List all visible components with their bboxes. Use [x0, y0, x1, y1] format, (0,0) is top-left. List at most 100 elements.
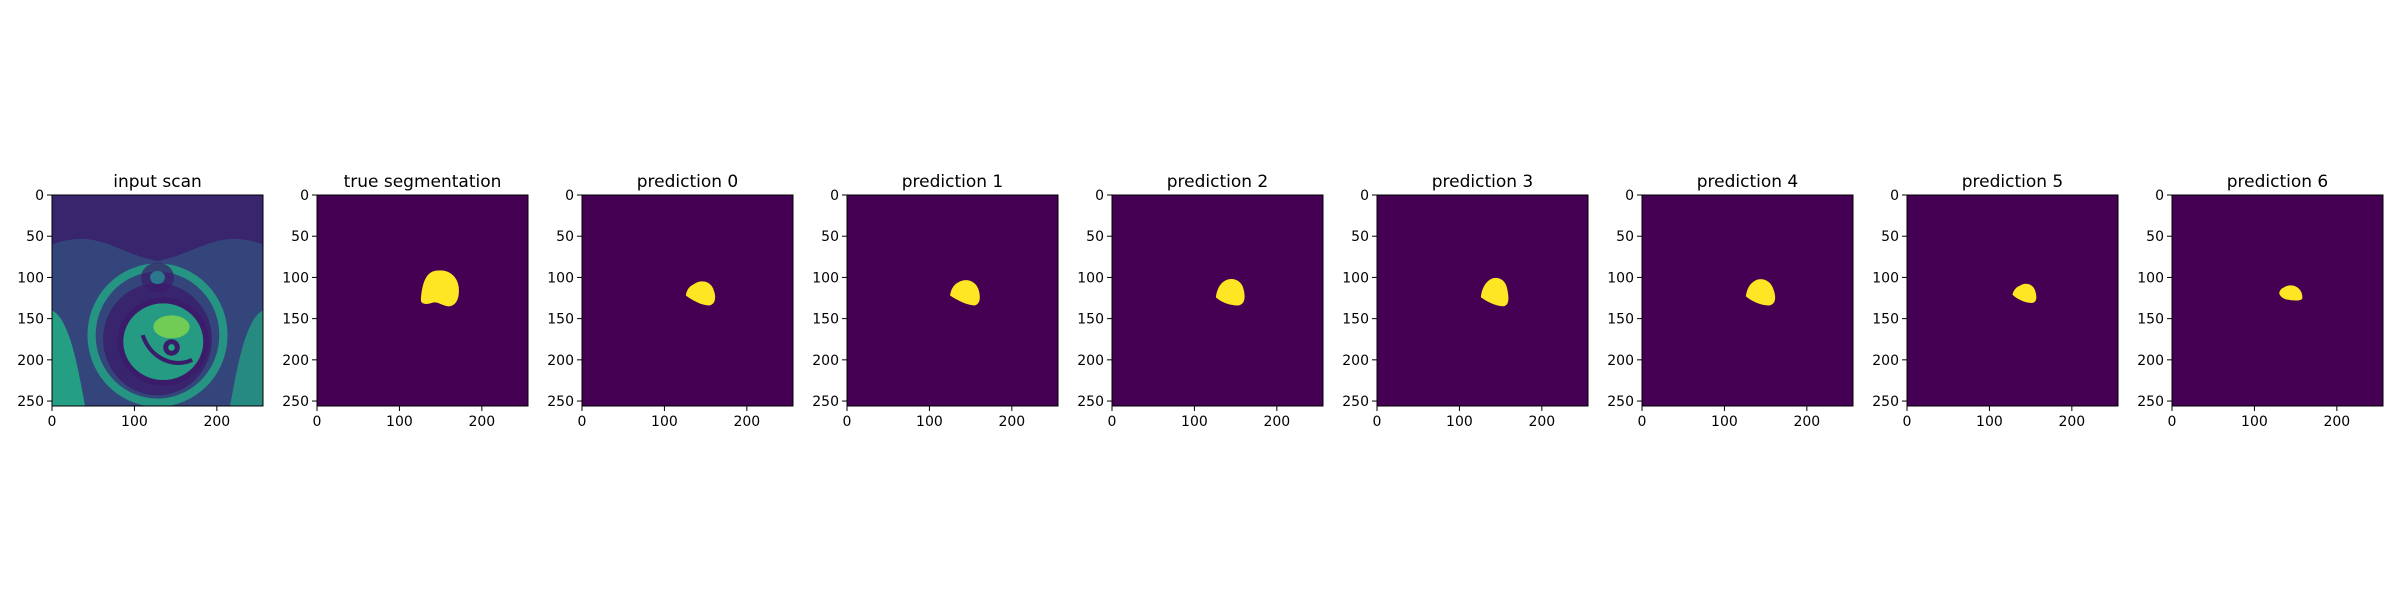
panel-title: prediction 0 — [637, 172, 739, 192]
y-tick-label: 250 — [1872, 394, 1899, 410]
y-tick-label: 50 — [26, 229, 44, 245]
y-tick-label: 50 — [556, 229, 574, 245]
x-tick-label: 0 — [1373, 414, 1382, 430]
panel-title: prediction 6 — [2227, 172, 2329, 192]
y-tick-label: 200 — [1872, 353, 1899, 369]
x-tick-label: 100 — [1711, 414, 1738, 430]
segmentation-mask — [1215, 279, 1245, 306]
mask-image — [582, 195, 793, 406]
panel-title: prediction 5 — [1962, 172, 2064, 192]
y-tick-label: 150 — [547, 312, 574, 328]
y-tick-label: 0 — [1890, 188, 1899, 204]
y-tick-label: 150 — [282, 312, 309, 328]
y-tick-label: 150 — [1872, 312, 1899, 328]
axes-frame — [51, 194, 264, 407]
panel-p2: prediction 2 0 100 200 0 50 100 150 200 250 — [1077, 172, 1324, 430]
y-tick-label: 200 — [17, 353, 44, 369]
y-tick-label: 200 — [812, 353, 839, 369]
panel-truth: true segmentation 0 100 200 0 50 100 150 200 250 — [282, 172, 529, 430]
mask-image — [1377, 195, 1588, 406]
x-tick-label: 0 — [48, 414, 57, 430]
x-tick-label: 0 — [578, 414, 587, 430]
axes-frame — [1641, 194, 1854, 407]
y-tick-label: 100 — [1077, 270, 1104, 286]
mask-image — [1907, 195, 2118, 406]
segmentation-mask — [1745, 279, 1776, 306]
x-tick-label: 0 — [313, 414, 322, 430]
axes-frame — [1906, 194, 2119, 407]
scan-image — [52, 195, 263, 406]
y-tick-label: 0 — [2155, 188, 2164, 204]
y-tick-label: 50 — [1881, 229, 1899, 245]
axes-frame — [1111, 194, 1324, 407]
y-tick-label: 100 — [547, 270, 574, 286]
y-tick-label: 0 — [1625, 188, 1634, 204]
y-tick-label: 0 — [35, 188, 44, 204]
x-tick-label: 200 — [1528, 414, 1555, 430]
x-tick-label: 0 — [1108, 414, 1117, 430]
y-tick-label: 150 — [812, 312, 839, 328]
y-tick-label: 150 — [2137, 312, 2164, 328]
segmentation-mask — [685, 281, 716, 306]
y-tick-label: 250 — [1077, 394, 1104, 410]
axes-frame — [846, 194, 1059, 407]
mask-image — [2172, 195, 2383, 406]
y-tick-label: 250 — [1607, 394, 1634, 410]
segmentation-mask — [2279, 285, 2303, 301]
x-tick-label: 100 — [651, 414, 678, 430]
y-tick-label: 0 — [1095, 188, 1104, 204]
y-tick-label: 250 — [282, 394, 309, 410]
y-tick-label: 100 — [1607, 270, 1634, 286]
y-tick-label: 0 — [830, 188, 839, 204]
mask-image — [317, 195, 528, 406]
y-tick-label: 250 — [812, 394, 839, 410]
y-tick-label: 150 — [17, 312, 44, 328]
x-tick-label: 0 — [1638, 414, 1647, 430]
axes-frame — [316, 194, 529, 407]
mask-image — [847, 195, 1058, 406]
y-tick-label: 200 — [1077, 353, 1104, 369]
panel-title: true segmentation — [344, 172, 502, 192]
x-tick-label: 100 — [916, 414, 943, 430]
panels: input scan 0 100 200 0 50 100 150 200 250 true seg… — [17, 172, 2384, 430]
y-tick-label: 100 — [17, 270, 44, 286]
x-tick-label: 200 — [2058, 414, 2085, 430]
y-tick-label: 200 — [1342, 353, 1369, 369]
y-tick-label: 50 — [2146, 229, 2164, 245]
x-tick-label: 0 — [843, 414, 852, 430]
y-tick-label: 250 — [1342, 394, 1369, 410]
y-tick-label: 100 — [1872, 270, 1899, 286]
panel-p3: prediction 3 0 100 200 0 50 100 150 200 250 — [1342, 172, 1589, 430]
y-tick-label: 50 — [1616, 229, 1634, 245]
y-tick-label: 150 — [1607, 312, 1634, 328]
x-tick-label: 100 — [1976, 414, 2003, 430]
y-tick-label: 250 — [2137, 394, 2164, 410]
x-tick-label: 200 — [468, 414, 495, 430]
panel-title: prediction 2 — [1167, 172, 1269, 192]
y-tick-label: 200 — [1607, 353, 1634, 369]
y-tick-label: 250 — [17, 394, 44, 410]
x-tick-label: 200 — [2323, 414, 2350, 430]
y-tick-label: 100 — [2137, 270, 2164, 286]
y-tick-label: 100 — [812, 270, 839, 286]
axes-frame — [1376, 194, 1589, 407]
x-tick-label: 200 — [1263, 414, 1290, 430]
x-tick-label: 100 — [1181, 414, 1208, 430]
panel-p0: prediction 0 0 100 200 0 50 100 150 200 250 — [547, 172, 794, 430]
y-tick-label: 0 — [300, 188, 309, 204]
panel-title: input scan — [113, 172, 202, 192]
x-tick-label: 200 — [203, 414, 230, 430]
segmentation-mask — [2012, 283, 2037, 303]
y-tick-label: 150 — [1342, 312, 1369, 328]
y-tick-label: 50 — [291, 229, 309, 245]
y-tick-label: 50 — [1086, 229, 1104, 245]
panel-input: input scan 0 100 200 0 50 100 150 200 250 — [17, 172, 264, 430]
panel-title: prediction 4 — [1697, 172, 1799, 192]
x-tick-label: 200 — [998, 414, 1025, 430]
x-tick-label: 0 — [1903, 414, 1912, 430]
x-tick-label: 100 — [1446, 414, 1473, 430]
y-tick-label: 200 — [547, 353, 574, 369]
axes-frame — [2171, 194, 2384, 407]
x-tick-label: 100 — [121, 414, 148, 430]
